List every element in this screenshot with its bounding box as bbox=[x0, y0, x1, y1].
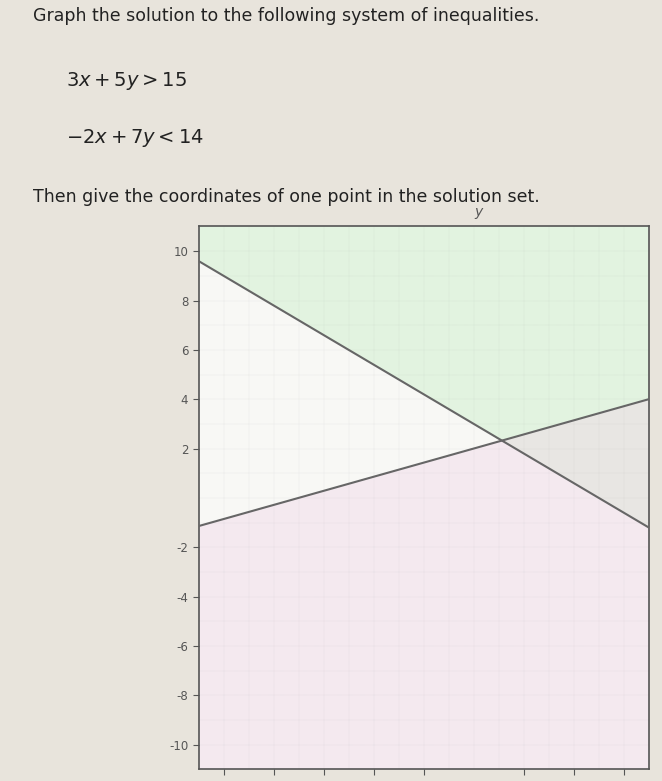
Text: $-2x+7y<14$: $-2x+7y<14$ bbox=[66, 127, 204, 149]
Text: Then give the coordinates of one point in the solution set.: Then give the coordinates of one point i… bbox=[33, 188, 540, 206]
Text: $3x+5y>15$: $3x+5y>15$ bbox=[66, 70, 187, 92]
Text: y: y bbox=[474, 205, 483, 219]
Text: Graph the solution to the following system of inequalities.: Graph the solution to the following syst… bbox=[33, 6, 540, 24]
